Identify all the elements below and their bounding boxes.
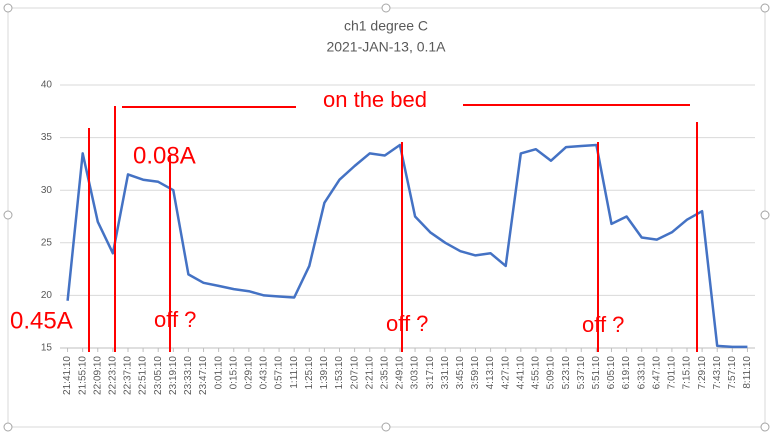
x-tick-label: 0:01:10 — [213, 356, 224, 390]
x-tick-label: 22:37:10 — [123, 356, 134, 395]
x-tick-label: 22:09:10 — [92, 356, 103, 395]
resize-handles — [3, 3, 770, 432]
x-tick-label: 2:07:10 — [349, 356, 360, 390]
x-tick-label: 0:29:10 — [243, 356, 254, 390]
x-tick-label: 3:03:10 — [410, 356, 421, 390]
x-tick-label: 8:11:10 — [742, 356, 753, 389]
x-tick-label: 22:51:10 — [138, 356, 149, 395]
x-tick-label: 5:37:10 — [576, 356, 587, 390]
annotation: 0.45A — [10, 307, 73, 334]
x-tick-label: 5:09:10 — [546, 356, 557, 390]
x-tick-label: 2:21:10 — [364, 356, 375, 390]
y-tick-label: 20 — [41, 290, 53, 301]
x-tick-label: 2:35:10 — [379, 356, 390, 390]
x-tick-label: 21:55:10 — [77, 356, 88, 395]
x-tick-label: 7:15:10 — [682, 356, 693, 390]
x-tick-label: 21:41:10 — [62, 356, 73, 395]
annotation: on the bed — [323, 87, 427, 112]
x-tick-label: 2:49:10 — [395, 356, 406, 390]
x-tick-label: 1:39:10 — [319, 356, 330, 390]
plot-area — [60, 84, 755, 352]
chart-subtitle: 2021-JAN-13, 0.1A — [326, 39, 446, 55]
x-tick-label: 23:33:10 — [183, 356, 194, 395]
x-tick-label: 1:25:10 — [304, 356, 315, 390]
x-tick-label: 3:45:10 — [455, 356, 466, 390]
x-tick-label: 6:47:10 — [651, 356, 662, 390]
x-tick-label: 5:51:10 — [591, 356, 602, 390]
x-tick-label: 0:57:10 — [274, 356, 285, 390]
y-tick-label: 40 — [41, 80, 53, 91]
y-tick-label: 15 — [41, 343, 53, 354]
x-tick-label: 0:43:10 — [259, 356, 270, 390]
annotation: 0.08A — [133, 142, 196, 169]
x-tick-label: 1:53:10 — [334, 356, 345, 390]
y-tick-label: 30 — [41, 185, 53, 196]
x-tick-label: 5:23:10 — [561, 356, 572, 390]
x-tick-label: 6:05:10 — [606, 356, 617, 390]
chart-title: ch1 degree C — [344, 18, 428, 34]
data-line — [66, 143, 748, 349]
x-tick-label: 4:55:10 — [531, 356, 542, 390]
x-tick-label: 0:15:10 — [228, 356, 239, 390]
x-tick-label: 7:29:10 — [697, 356, 708, 390]
x-tick-label: 23:19:10 — [168, 356, 179, 395]
annotation-lines — [88, 104, 698, 352]
x-tick-label: 4:27:10 — [500, 356, 511, 390]
annotation: off ? — [154, 307, 196, 332]
chart-frame — [7, 7, 766, 428]
y-tick-label: 25 — [41, 237, 53, 248]
annotation: off ? — [386, 311, 428, 336]
x-tick-label: 23:05:10 — [153, 356, 164, 395]
x-tick-label: 4:13:10 — [485, 356, 496, 390]
x-tick-label: 6:33:10 — [636, 356, 647, 390]
x-tick-label: 7:43:10 — [712, 356, 723, 390]
x-tick-label: 4:41:10 — [515, 356, 526, 390]
x-tick-label: 7:57:10 — [727, 356, 738, 390]
x-tick-label: 3:59:10 — [470, 356, 481, 390]
annotation: off ? — [582, 312, 624, 337]
x-tick-label: 6:19:10 — [621, 356, 632, 390]
y-tick-label: 35 — [41, 132, 53, 143]
x-tick-label: 7:01:10 — [667, 356, 678, 390]
x-tick-label: 1:11:10 — [289, 356, 300, 389]
x-tick-label: 3:31:10 — [440, 356, 451, 390]
x-tick-label: 23:47:10 — [198, 356, 209, 395]
x-tick-label: 3:17:10 — [425, 356, 436, 390]
x-tick-label: 22:23:10 — [108, 356, 119, 395]
